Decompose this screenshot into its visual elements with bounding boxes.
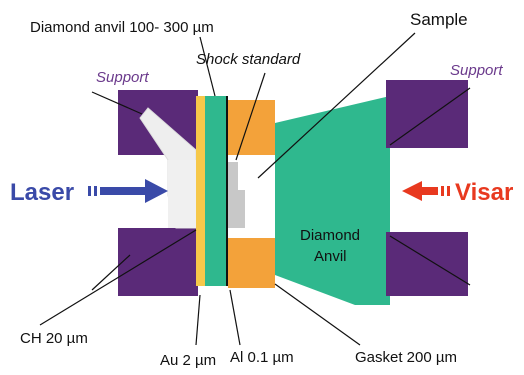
leader-support-left	[91, 91, 143, 115]
label-support-right: Support	[450, 62, 503, 79]
support-left-bottom	[118, 228, 198, 296]
left-diamond-anvil	[205, 96, 227, 286]
leader-lines	[39, 32, 471, 346]
label-visar: Visar	[455, 179, 513, 206]
label-diamond-anvil-line2: Anvil	[314, 248, 347, 265]
au-layer	[196, 96, 205, 286]
label-laser: Laser	[10, 179, 74, 206]
leader-gasket	[274, 283, 361, 346]
support-right-top	[386, 80, 468, 148]
right-diamond-anvil	[275, 96, 390, 305]
leader-al	[229, 289, 241, 346]
laser-arrow	[88, 179, 168, 203]
label-sample: Sample	[410, 10, 468, 29]
support-right-bottom	[386, 232, 468, 296]
label-gasket: Gasket 200 µm	[355, 349, 457, 366]
label-diamond-anvil-line1: Diamond	[300, 227, 360, 244]
label-al: Al 0.1 µm	[230, 349, 294, 366]
label-ch: CH 20 µm	[20, 330, 88, 347]
leader-ch	[39, 229, 197, 326]
leader-diamond-top	[199, 36, 216, 97]
leader-support-right	[389, 87, 471, 146]
visar-arrow	[402, 181, 450, 201]
label-shock-standard: Shock standard	[196, 51, 301, 68]
leader-sample	[257, 32, 416, 179]
label-au: Au 2 µm	[160, 352, 216, 369]
gasket-top	[228, 100, 275, 155]
label-diamond-anvil-top: Diamond anvil 100- 300 µm	[30, 19, 214, 36]
leader-support-left-bottom	[91, 254, 131, 291]
leader-support-right-bottom	[389, 235, 471, 286]
shock-standard	[228, 162, 245, 228]
ch-block	[168, 160, 196, 228]
label-support-left: Support	[96, 69, 149, 86]
gasket-bottom	[228, 238, 275, 288]
leader-au	[195, 294, 201, 346]
leader-shock-standard	[235, 72, 266, 161]
